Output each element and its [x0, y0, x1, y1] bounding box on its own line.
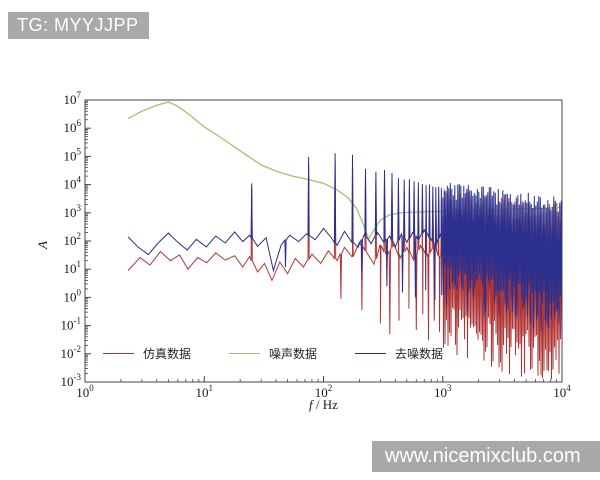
y-tick-label: 105 [64, 146, 82, 163]
chart-series [127, 101, 562, 380]
x-tick-label: 104 [553, 383, 571, 400]
watermark-website-badge: www.nicemixclub.com [372, 441, 600, 472]
x-axis-label: f / Hz [309, 397, 338, 412]
series-噪声数据 [127, 101, 562, 241]
x-tick-label: 101 [196, 383, 214, 400]
y-axis-label: A [35, 241, 50, 250]
x-tick-label: 102 [315, 383, 333, 400]
x-tick-label: 103 [434, 383, 452, 400]
blue-line-swatch [355, 353, 387, 354]
x-tick-label: 100 [76, 383, 94, 400]
y-tick-label: 107 [64, 90, 82, 107]
chart-axes: 100 101 102 103 1041071061051041031021011001… [35, 90, 571, 412]
y-tick-label: 106 [64, 118, 82, 135]
chart-legend: 仿真数据 噪声数据 去噪数据 [103, 345, 443, 362]
legend-label-denoised: 去噪数据 [395, 347, 444, 361]
legend-item-denoised: 去噪数据 [355, 345, 443, 362]
legend-label-noise: 噪声数据 [269, 347, 318, 361]
legend-item-noise: 噪声数据 [229, 345, 317, 362]
y-tick-label: 100 [64, 287, 82, 304]
y-tick-label: 104 [64, 175, 82, 192]
legend-label-simulation: 仿真数据 [143, 347, 192, 361]
y-tick-label: 10-3 [61, 372, 82, 389]
y-tick-label: 10-2 [61, 344, 82, 361]
watermark-telegram-badge: TG: MYYJJPP [8, 12, 149, 39]
y-tick-label: 101 [64, 259, 82, 276]
y-tick-label: 10-1 [61, 316, 82, 333]
series-去噪数据 [127, 153, 562, 335]
y-tick-label: 103 [64, 203, 82, 220]
red-line-swatch [103, 353, 134, 354]
legend-item-simulation: 仿真数据 [103, 345, 191, 362]
y-tick-label: 102 [64, 231, 82, 248]
green-line-swatch [229, 353, 261, 354]
